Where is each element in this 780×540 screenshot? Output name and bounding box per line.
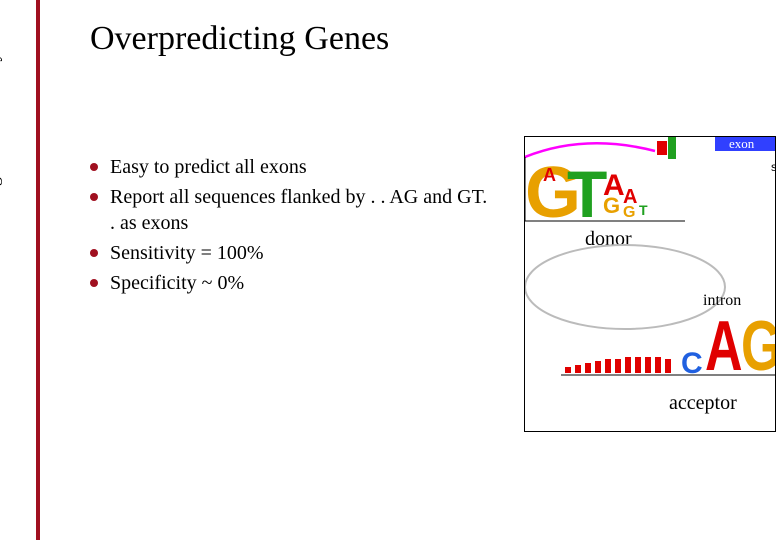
bullet-text: Report all sequences flanked by . . AG a… [110, 184, 490, 236]
edge-char: s [771, 160, 776, 174]
logo-letter-g-big: G [741, 308, 776, 386]
intron-loop [525, 245, 725, 329]
slide-title: Overpredicting Genes [90, 20, 389, 58]
list-item: Easy to predict all exons [90, 154, 490, 180]
logo-letter-t2: T [639, 202, 648, 218]
bullet-text: Sensitivity = 100% [110, 240, 264, 266]
logo-letter-a-big: A [705, 308, 743, 386]
bullet-icon [90, 193, 98, 201]
list-item: Sensitivity = 100% [90, 240, 490, 266]
bullet-list: Easy to predict all exons Report all seq… [90, 154, 490, 300]
sequence-logo-svg: exon G T A A G A G T donor intron s [525, 137, 776, 432]
bullet-text: Easy to predict all exons [110, 154, 307, 180]
green-marker-top [668, 137, 676, 159]
bullet-text: Specificity ~ 0% [110, 270, 244, 296]
logo-letter-a-small: A [543, 165, 556, 185]
logo-letter-g2: G [623, 204, 635, 221]
logo-letter-g-small: G [603, 193, 620, 218]
accent-vertical-bar [36, 0, 40, 540]
bullet-icon [90, 163, 98, 171]
bullet-icon [90, 249, 98, 257]
acceptor-logo: C A G [561, 308, 776, 386]
sequence-logo-figure: exon G T A A G A G T donor intron s [524, 136, 776, 432]
red-marker-top [657, 141, 667, 155]
list-item: Specificity ~ 0% [90, 270, 490, 296]
intron-label: intron [703, 292, 741, 309]
bullet-icon [90, 279, 98, 287]
acceptor-label: acceptor [669, 392, 737, 414]
logo-letter-t: T [567, 157, 607, 231]
institution-label: Center for Biologisk Sekvensanalyse [0, 44, 3, 304]
exon-label: exon [729, 137, 755, 151]
donor-logo: G T A A G A G T [525, 153, 685, 233]
list-item: Report all sequences flanked by . . AG a… [90, 184, 490, 236]
red-bar-row [565, 357, 671, 373]
